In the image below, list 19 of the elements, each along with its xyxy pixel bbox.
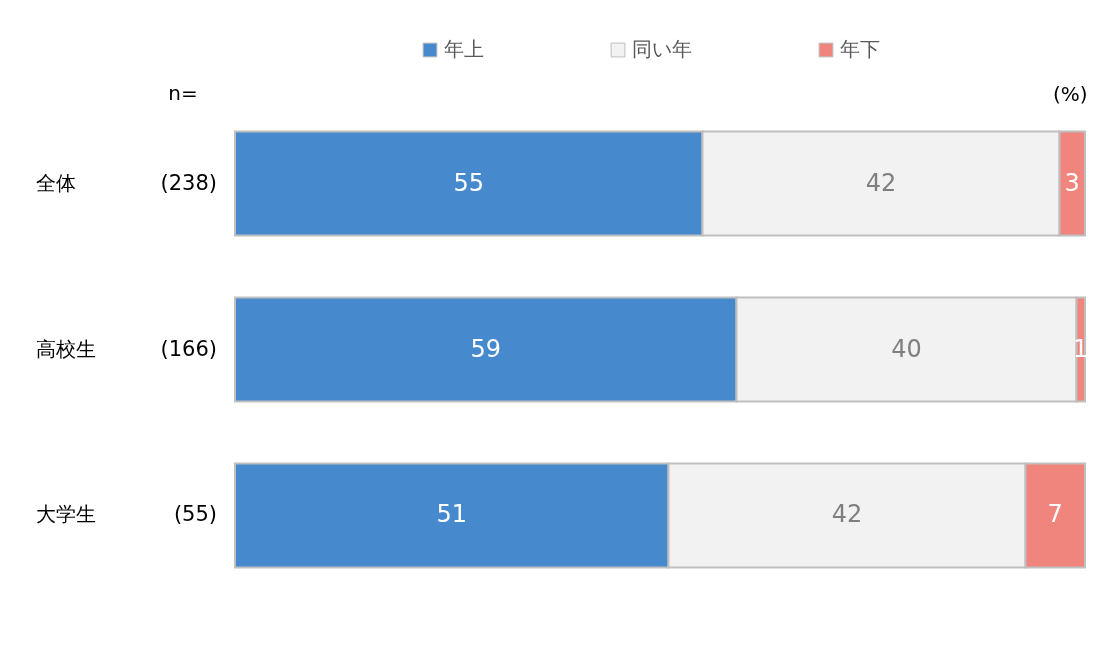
- y-tick-label: 全体: [35, 170, 76, 195]
- data-label: 3: [1064, 168, 1080, 197]
- legend-label: 年上: [444, 37, 484, 61]
- data-label: 51: [436, 500, 468, 529]
- y-tick-label: 高校生: [35, 336, 96, 361]
- data-label: 55: [453, 168, 485, 197]
- data-label: 59: [470, 334, 502, 363]
- y-tick-label: 大学生: [35, 502, 96, 527]
- legend-label: 同い年: [632, 37, 692, 61]
- text: (238): [160, 170, 217, 195]
- text: n=: [168, 81, 198, 105]
- x-axis-title: (%): [1052, 81, 1088, 106]
- text: (166): [160, 336, 217, 361]
- text: (55): [173, 502, 217, 527]
- data-label: 7: [1047, 500, 1063, 529]
- legend-label: 年下: [840, 37, 880, 61]
- data-label: 42: [865, 168, 897, 197]
- data-label: 40: [891, 334, 922, 363]
- data-label: 42: [831, 500, 863, 529]
